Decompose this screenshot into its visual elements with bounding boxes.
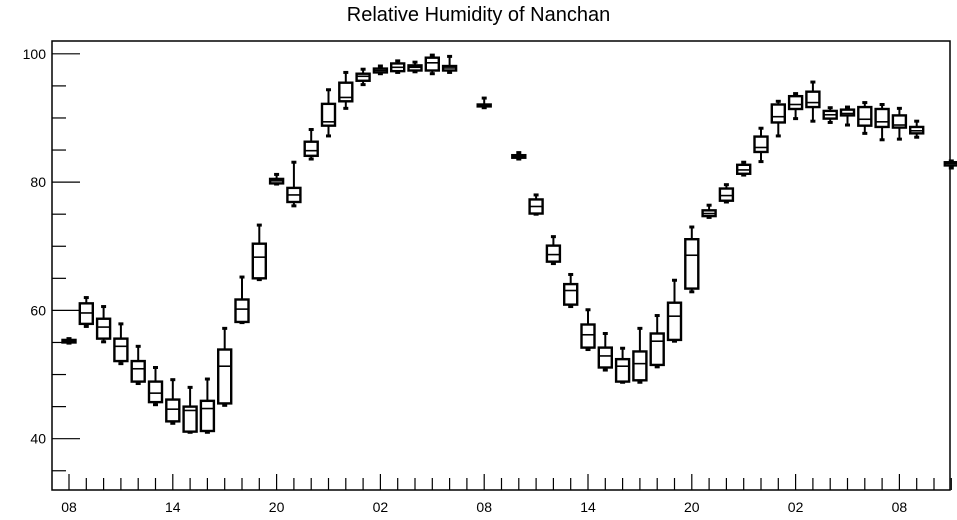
box-rect <box>338 81 354 103</box>
x-axis: 08 14 20 02 08 14 20 02 08 <box>61 474 952 515</box>
box-rect <box>113 337 129 363</box>
box-rect <box>753 135 769 154</box>
y-tick-label: 80 <box>30 174 46 190</box>
box-plot <box>78 296 95 328</box>
box-rect <box>666 301 683 342</box>
box-rect <box>563 282 579 306</box>
box-plot <box>753 126 769 164</box>
box-rect <box>857 105 873 127</box>
box-plot <box>372 64 389 76</box>
box-plot <box>407 60 423 74</box>
box-plot <box>943 159 957 170</box>
chart-title: Relative Humidity of Nanchan <box>346 4 611 26</box>
box-plot <box>632 326 648 384</box>
x-tick-label: 02 <box>788 499 804 515</box>
box-rect <box>320 102 337 127</box>
box-plot <box>580 308 596 352</box>
box-plot <box>320 88 337 138</box>
box-plot <box>701 203 717 219</box>
x-tick-label: 08 <box>61 499 77 515</box>
box-rect <box>424 56 440 72</box>
box-plot <box>476 96 492 110</box>
box-rect <box>684 238 700 290</box>
box-plot <box>303 128 319 161</box>
box-rect <box>649 332 665 367</box>
box-plot <box>857 101 873 135</box>
box-rect <box>182 405 198 433</box>
box-rect <box>545 244 562 263</box>
x-tick-label: 20 <box>269 499 285 515</box>
box-rect <box>165 398 181 423</box>
x-tick-label: 02 <box>373 499 389 515</box>
box-plot <box>511 151 527 161</box>
box-plot <box>268 172 285 186</box>
box-rect <box>718 187 735 202</box>
box-rect <box>355 72 371 82</box>
box-plot <box>718 183 735 204</box>
box-rect <box>251 242 268 280</box>
box-plot <box>216 326 233 407</box>
box-plot <box>147 365 164 407</box>
box-rect <box>787 94 804 111</box>
box-plot <box>839 105 856 127</box>
box-rect <box>216 348 233 405</box>
box-plot <box>390 59 406 74</box>
box-plot <box>182 385 198 434</box>
box-rect <box>130 359 146 383</box>
box-plot <box>528 193 544 216</box>
box-rect <box>839 108 856 117</box>
box-rect <box>614 357 631 383</box>
box-plot <box>822 106 838 124</box>
box-plot <box>286 160 302 208</box>
box-plot <box>666 278 683 343</box>
box-plot <box>355 67 371 87</box>
x-tick-label: 14 <box>165 499 181 515</box>
box-rect <box>199 399 216 433</box>
box-plot <box>441 54 458 74</box>
box-plot <box>736 160 752 177</box>
box-rect <box>234 298 250 324</box>
box-plot <box>787 92 804 121</box>
box-plot <box>874 103 890 142</box>
x-tick-label: 08 <box>892 499 908 515</box>
box-rect <box>874 107 890 129</box>
box-plot <box>545 235 562 266</box>
x-tick-label: 20 <box>684 499 700 515</box>
box-rect <box>632 350 648 382</box>
y-axis: 40 60 80 100 <box>23 46 80 472</box>
box-plot <box>891 106 908 141</box>
y-tick-label: 60 <box>30 302 46 318</box>
box-rect <box>805 90 821 109</box>
box-plot <box>130 344 146 386</box>
box-series <box>61 53 957 434</box>
box-plot <box>113 322 129 366</box>
box-plot <box>649 314 665 369</box>
box-plot <box>597 331 613 372</box>
y-tick-label: 100 <box>23 46 47 62</box>
box-plot <box>614 346 631 384</box>
box-plot <box>95 305 112 344</box>
box-plot <box>234 275 250 325</box>
box-plot <box>338 70 354 110</box>
box-rect <box>580 323 596 349</box>
box-plot <box>909 119 925 139</box>
x-tick-label: 14 <box>580 499 596 515</box>
box-plot <box>165 378 181 425</box>
box-plot <box>199 377 216 434</box>
box-plot <box>251 223 268 282</box>
box-plot <box>805 80 821 123</box>
box-plot <box>424 53 440 76</box>
y-tick-label: 40 <box>30 431 46 447</box>
box-plot <box>563 272 579 309</box>
box-rect <box>770 103 786 124</box>
box-rect <box>147 380 164 404</box>
box-rect <box>95 317 112 340</box>
box-rect <box>597 346 613 369</box>
box-rect <box>303 140 319 158</box>
box-plot <box>684 225 700 294</box>
box-plot <box>770 99 786 138</box>
x-tick-label: 08 <box>476 499 492 515</box>
box-plot <box>61 337 77 345</box>
